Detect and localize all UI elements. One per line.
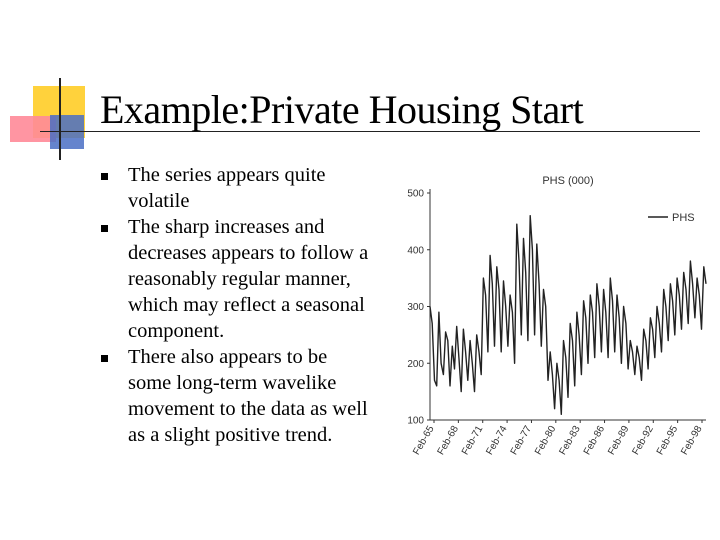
deco-square-red (10, 116, 56, 142)
slide-title: Example:Private Housing Start (100, 87, 584, 132)
y-tick-label: 200 (407, 359, 424, 370)
square-bullet-icon (101, 173, 108, 180)
series-layer (429, 215, 707, 416)
title-underline (40, 131, 700, 132)
bullet-text: The series appears quite volatile (128, 164, 326, 212)
x-tick-label: Feb-77 (509, 424, 535, 457)
bullet-item: There also appears to be some long-term … (100, 344, 375, 448)
chart-title: PHS (000) (542, 175, 593, 187)
x-tick-label: Feb-80 (533, 424, 559, 457)
x-tick-label: Feb-89 (606, 424, 632, 457)
y-tick-label: 100 (407, 416, 424, 427)
bullet-text: There also appears to be some long-term … (128, 346, 368, 446)
x-tick-label: Feb-92 (631, 424, 657, 457)
deco-square-blue (50, 115, 84, 149)
x-tick-label: Feb-83 (557, 424, 583, 457)
x-tick-label: Feb-68 (436, 424, 462, 457)
deco-vertical-line (59, 78, 61, 160)
x-axis: Feb-65Feb-68Feb-71Feb-74Feb-77Feb-80Feb-… (411, 419, 706, 457)
y-tick-label: 300 (407, 302, 424, 313)
x-tick-label: Feb-71 (460, 424, 486, 457)
legend-label: PHS (672, 212, 695, 224)
square-bullet-icon (101, 225, 108, 232)
bullet-text: The sharp increases and decreases appear… (128, 216, 369, 342)
x-tick-label: Feb-65 (411, 424, 437, 457)
x-tick-label: Feb-74 (484, 424, 510, 457)
x-tick-label: Feb-95 (655, 424, 681, 457)
chart-legend: PHS (648, 212, 695, 224)
bullet-list: The series appears quite volatile The sh… (100, 162, 375, 448)
y-axis: 100 200 300 400 500 (407, 189, 431, 427)
series-line-phs (429, 215, 707, 416)
bullet-item: The sharp increases and decreases appear… (100, 214, 375, 344)
y-tick-label: 400 (407, 245, 424, 256)
y-tick-label: 500 (407, 189, 424, 200)
bullet-item: The series appears quite volatile (100, 162, 375, 214)
x-tick-label: Feb-86 (582, 424, 608, 457)
x-tick-label: Feb-98 (679, 424, 705, 457)
square-bullet-icon (101, 355, 108, 362)
